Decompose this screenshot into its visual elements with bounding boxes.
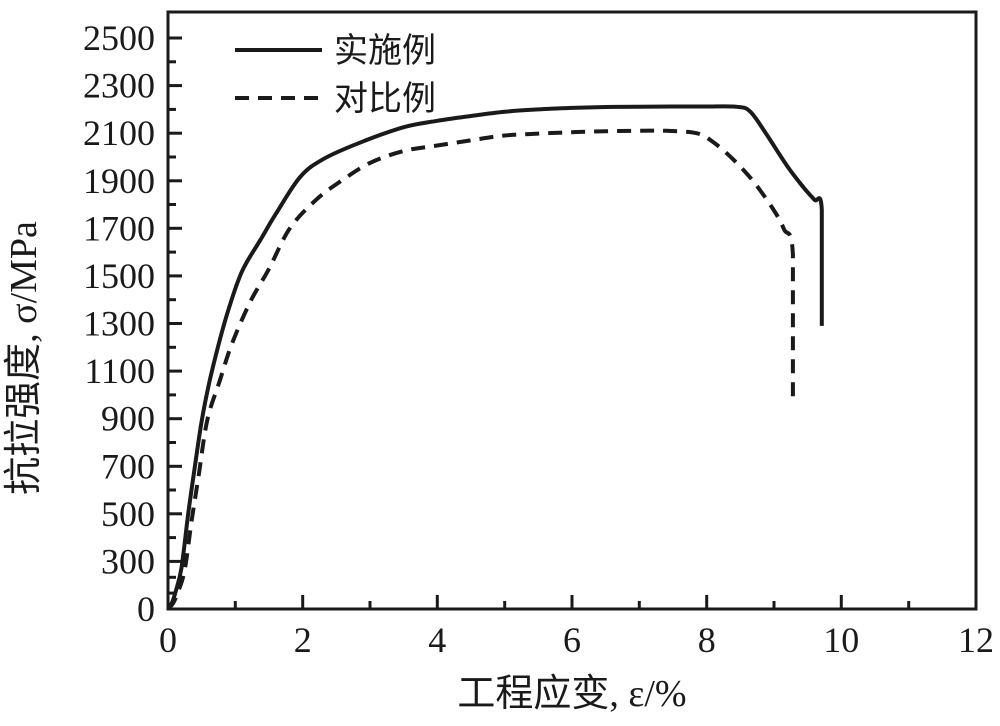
legend-label-2: 对比例 (334, 80, 436, 118)
x-axis-title: 工程应变, ε/% (457, 673, 686, 715)
x-tick-label: 0 (159, 620, 177, 660)
y-tick-label: 1700 (83, 208, 155, 248)
x-tick-label: 4 (428, 620, 446, 660)
y-tick-label: 2500 (83, 18, 155, 58)
y-tick-label: 500 (101, 494, 155, 534)
y-tick-label: 1900 (83, 161, 155, 201)
y-tick-label: 900 (101, 399, 155, 439)
y-tick-label: 700 (101, 446, 155, 486)
y-axis-title: 抗拉强度, σ/MPa (3, 221, 45, 495)
plot-border (166, 10, 978, 611)
x-tick-label: 8 (698, 620, 716, 660)
y-tick-label: 1300 (83, 304, 155, 344)
y-tick-label: 2100 (83, 113, 155, 153)
y-tick-label: 2300 (83, 66, 155, 106)
y-tick-label: 1500 (83, 256, 155, 296)
y-tick-label: 0 (137, 589, 155, 629)
y-tick-label: 1100 (84, 351, 155, 391)
x-tick-label: 10 (823, 620, 859, 660)
y-tick-label: 300 (101, 541, 155, 581)
x-tick-label: 6 (563, 620, 581, 660)
series-solid-curve (166, 104, 824, 611)
x-tick-label: 12 (958, 620, 994, 660)
legend-label-1: 实施例 (334, 32, 436, 70)
series-dashed-curve (166, 128, 795, 611)
chart-generated-content: 0 2 4 6 8 10 120300500700900110013001500170019… (83, 10, 994, 660)
x-tick-label: 2 (294, 620, 312, 660)
